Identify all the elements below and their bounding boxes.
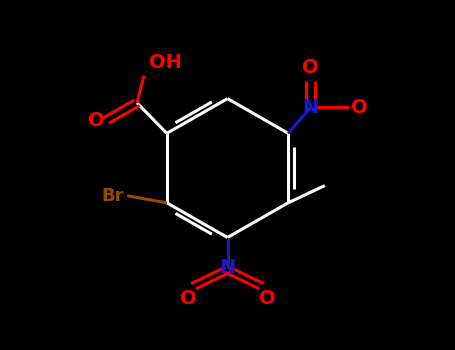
Text: OH: OH [149, 53, 182, 72]
Text: O: O [258, 289, 275, 308]
Text: O: O [351, 98, 368, 117]
Text: O: O [303, 58, 319, 77]
Text: O: O [88, 111, 105, 130]
Text: O: O [180, 289, 197, 308]
Text: N: N [219, 258, 236, 277]
Text: N: N [303, 98, 319, 117]
Text: Br: Br [101, 187, 123, 205]
